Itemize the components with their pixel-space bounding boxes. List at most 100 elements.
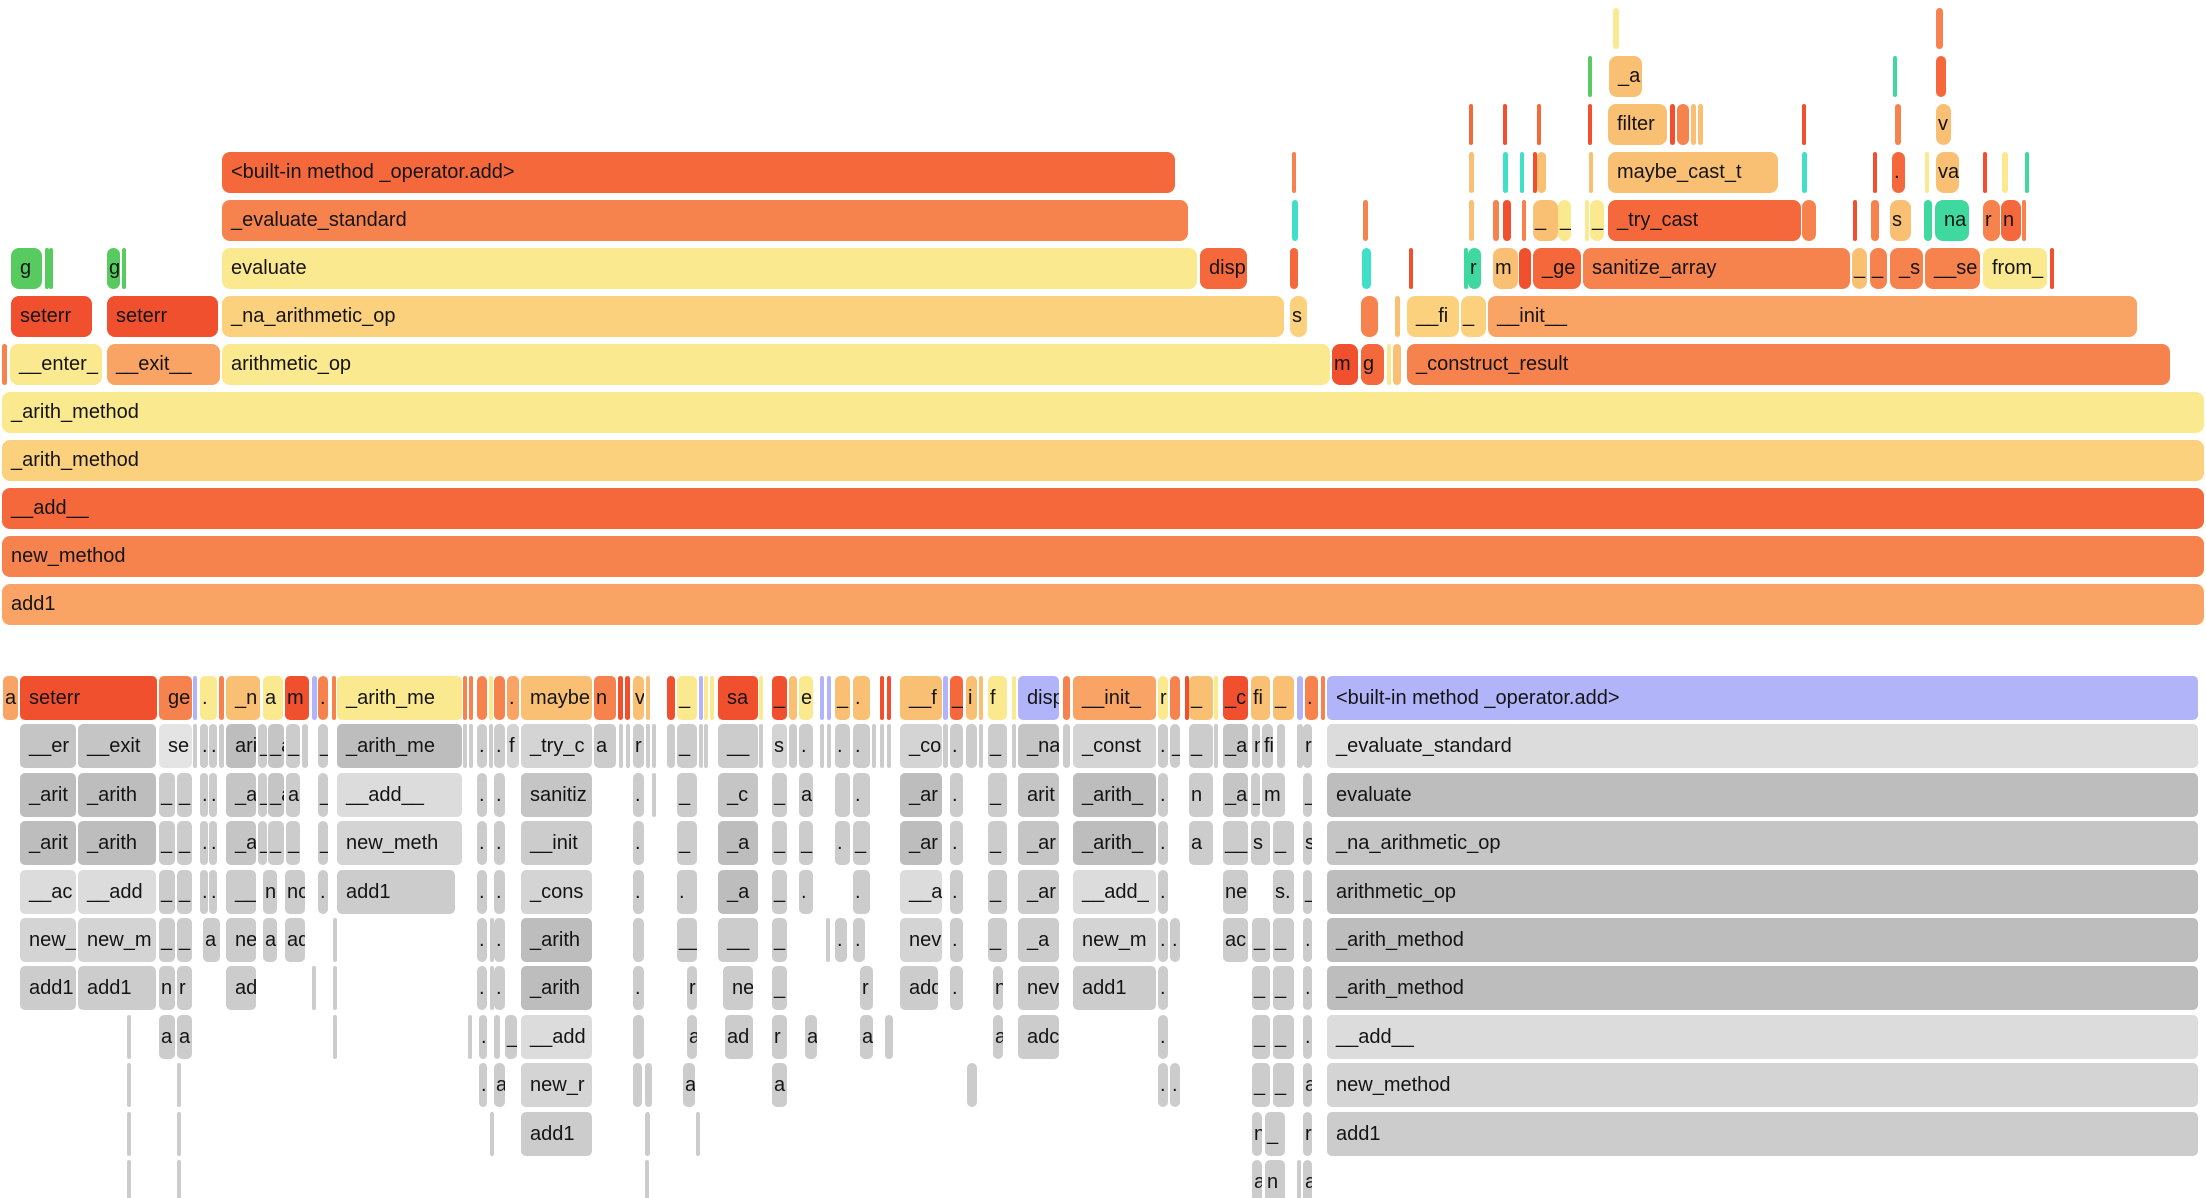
frame-sliver[interactable] — [1871, 200, 1879, 241]
frame-builtinmethod_operatoradd[interactable]: <built-in method _operator.add> — [222, 152, 1175, 193]
caller-frame-n[interactable]: n — [594, 676, 616, 720]
caller-frame-a[interactable]: a — [286, 773, 300, 817]
frame-sliver[interactable] — [1691, 104, 1696, 145]
caller-frame-[interactable]: . — [853, 724, 870, 768]
caller-frame-[interactable]: . — [494, 821, 505, 865]
caller-frame-[interactable]: . — [1158, 966, 1168, 1010]
caller-frame-n[interactable]: n — [1189, 773, 1213, 817]
caller-frame-_[interactable]: _ — [1273, 918, 1294, 962]
frame-sliver[interactable] — [1292, 152, 1296, 193]
frame-_try_cast[interactable]: _try_cast — [1608, 200, 1801, 241]
caller-frame-a[interactable]: a — [263, 676, 283, 720]
caller-frame-seterr[interactable]: seterr — [20, 676, 157, 720]
caller-frame-ge[interactable]: ge — [159, 676, 192, 720]
caller-frame-new_meth[interactable]: new_meth — [337, 821, 462, 865]
caller-frame-[interactable]: . — [1303, 966, 1312, 1010]
frame-va[interactable]: va — [1936, 152, 1959, 193]
caller-frame-[interactable]: . — [835, 918, 847, 962]
caller-frame-_[interactable]: _ — [677, 676, 697, 720]
frame-sliver[interactable] — [1588, 56, 1592, 97]
frame-g[interactable]: g — [11, 248, 42, 289]
frame-sliver[interactable] — [45, 248, 49, 289]
caller-frame-sliver[interactable] — [943, 676, 948, 720]
caller-frame-sliver[interactable] — [667, 676, 675, 720]
caller-frame-[interactable]: . — [835, 821, 850, 865]
frame-sliver[interactable] — [2025, 152, 2029, 193]
caller-frame-[interactable]: . — [209, 724, 217, 768]
caller-frame-f[interactable]: f — [988, 676, 1007, 720]
caller-frame-sliver[interactable] — [619, 724, 623, 768]
caller-frame-n[interactable]: n — [993, 966, 1003, 1010]
caller-frame-_[interactable]: _ — [772, 821, 787, 865]
caller-frame-_c[interactable]: _c — [1223, 676, 1248, 720]
frame-sliver[interactable] — [1924, 200, 1932, 241]
caller-frame-sliver[interactable] — [789, 676, 797, 720]
caller-frame-n[interactable]: n — [1252, 724, 1260, 768]
caller-frame-sliver[interactable] — [827, 676, 831, 720]
caller-frame-a[interactable]: a — [594, 724, 616, 768]
frame-sliver[interactable] — [1493, 200, 1499, 241]
caller-frame-[interactable]: . — [1158, 773, 1168, 817]
caller-frame-[interactable]: . — [477, 821, 487, 865]
caller-frame-_ar[interactable]: _ar — [1018, 870, 1059, 914]
caller-frame-sliver[interactable] — [333, 1015, 337, 1059]
caller-frame-_arith_[interactable]: _arith_ — [1073, 821, 1156, 865]
caller-frame-_[interactable]: _ — [1273, 966, 1294, 1010]
caller-frame-n[interactable]: n — [1265, 1160, 1285, 1198]
caller-frame-sliver[interactable] — [193, 724, 197, 768]
caller-frame-a[interactable]: a — [494, 1063, 505, 1107]
caller-frame-new_method[interactable]: new_method — [1327, 1063, 2198, 1107]
frame-_evaluate_standard[interactable]: _evaluate_standard — [222, 200, 1188, 241]
caller-frame-ne[interactable]: ne — [226, 918, 256, 962]
caller-frame-[interactable]: . — [494, 918, 505, 962]
caller-frame-a[interactable]: a — [159, 1015, 175, 1059]
frame-sliver[interactable] — [1387, 344, 1391, 385]
caller-frame-_[interactable]: _ — [799, 821, 813, 865]
caller-frame-_[interactable]: _ — [1303, 773, 1312, 817]
frame-_ge[interactable]: _ge — [1533, 248, 1581, 289]
caller-frame-sliver[interactable] — [699, 676, 703, 720]
caller-frame-sliver[interactable] — [618, 676, 623, 720]
frame-v[interactable]: v — [1936, 104, 1951, 145]
caller-frame-__init[interactable]: __init — [521, 821, 592, 865]
caller-frame-_[interactable]: _ — [988, 870, 1007, 914]
caller-frame-sliver[interactable] — [1321, 676, 1325, 720]
caller-frame-f[interactable]: f — [507, 724, 519, 768]
caller-frame-[interactable]: . — [950, 918, 963, 962]
frame-sliver[interactable] — [1802, 200, 1816, 241]
caller-frame-sliver[interactable] — [652, 724, 656, 768]
caller-frame-add1[interactable]: add1 — [20, 966, 76, 1010]
caller-frame-[interactable]: . — [950, 821, 963, 865]
caller-frame-_[interactable]: _ — [1189, 724, 1213, 768]
caller-frame-__exit[interactable]: __exit — [78, 724, 156, 768]
frame-sliver[interactable] — [1613, 8, 1619, 49]
caller-frame-__[interactable]: __ — [1223, 821, 1248, 865]
caller-frame-_arith_method[interactable]: _arith_method — [1327, 918, 2198, 962]
caller-frame-[interactable]: . — [507, 676, 519, 720]
caller-frame-maybe[interactable]: maybe — [521, 676, 592, 720]
caller-frame-a[interactable]: a — [1252, 1160, 1262, 1198]
caller-frame-[interactable]: . — [835, 724, 850, 768]
caller-frame-sliver[interactable] — [704, 724, 708, 768]
caller-frame-_a[interactable]: _a — [226, 773, 256, 817]
frame-sliver[interactable] — [1585, 200, 1589, 241]
caller-frame-__add[interactable]: __add — [521, 1015, 592, 1059]
caller-frame-_[interactable]: _ — [677, 773, 697, 817]
caller-frame-[interactable]: . — [853, 918, 865, 962]
caller-frame-[interactable]: . — [853, 676, 870, 720]
caller-frame-a[interactable]: a — [993, 1015, 1003, 1059]
caller-frame-sanitiz[interactable]: sanitiz — [521, 773, 592, 817]
frame-sliver[interactable] — [1873, 152, 1877, 193]
caller-frame-_[interactable]: _ — [1252, 1063, 1270, 1107]
caller-frame-_a[interactable]: _a — [226, 821, 256, 865]
caller-frame-_[interactable]: _ — [1252, 918, 1270, 962]
caller-frame-ad[interactable]: ad — [226, 966, 256, 1010]
frame-sliver[interactable] — [1893, 56, 1897, 97]
caller-frame-s[interactable]: s — [1303, 821, 1312, 865]
frame-__enter_[interactable]: __enter_ — [10, 344, 102, 385]
frame-m[interactable]: m — [1332, 344, 1358, 385]
frame-_construct_result[interactable]: _construct_result — [1407, 344, 2170, 385]
caller-frame-_const[interactable]: _const — [1073, 724, 1156, 768]
caller-frame-__f[interactable]: __f — [900, 676, 942, 720]
